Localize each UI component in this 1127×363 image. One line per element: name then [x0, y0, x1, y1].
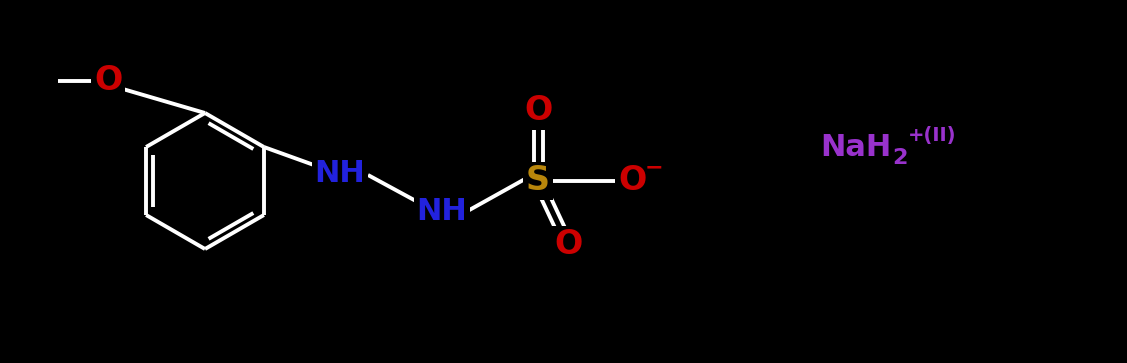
Text: NH: NH: [417, 196, 468, 225]
Text: +(II): +(II): [908, 126, 957, 146]
Text: O: O: [618, 164, 646, 197]
Text: 2: 2: [891, 148, 907, 168]
Text: −: −: [645, 157, 664, 177]
Text: S: S: [526, 164, 550, 197]
Text: O: O: [94, 65, 122, 98]
Text: NaH: NaH: [820, 134, 891, 163]
Text: NH: NH: [314, 159, 365, 188]
Text: O: O: [553, 228, 583, 261]
Text: O: O: [524, 94, 552, 127]
